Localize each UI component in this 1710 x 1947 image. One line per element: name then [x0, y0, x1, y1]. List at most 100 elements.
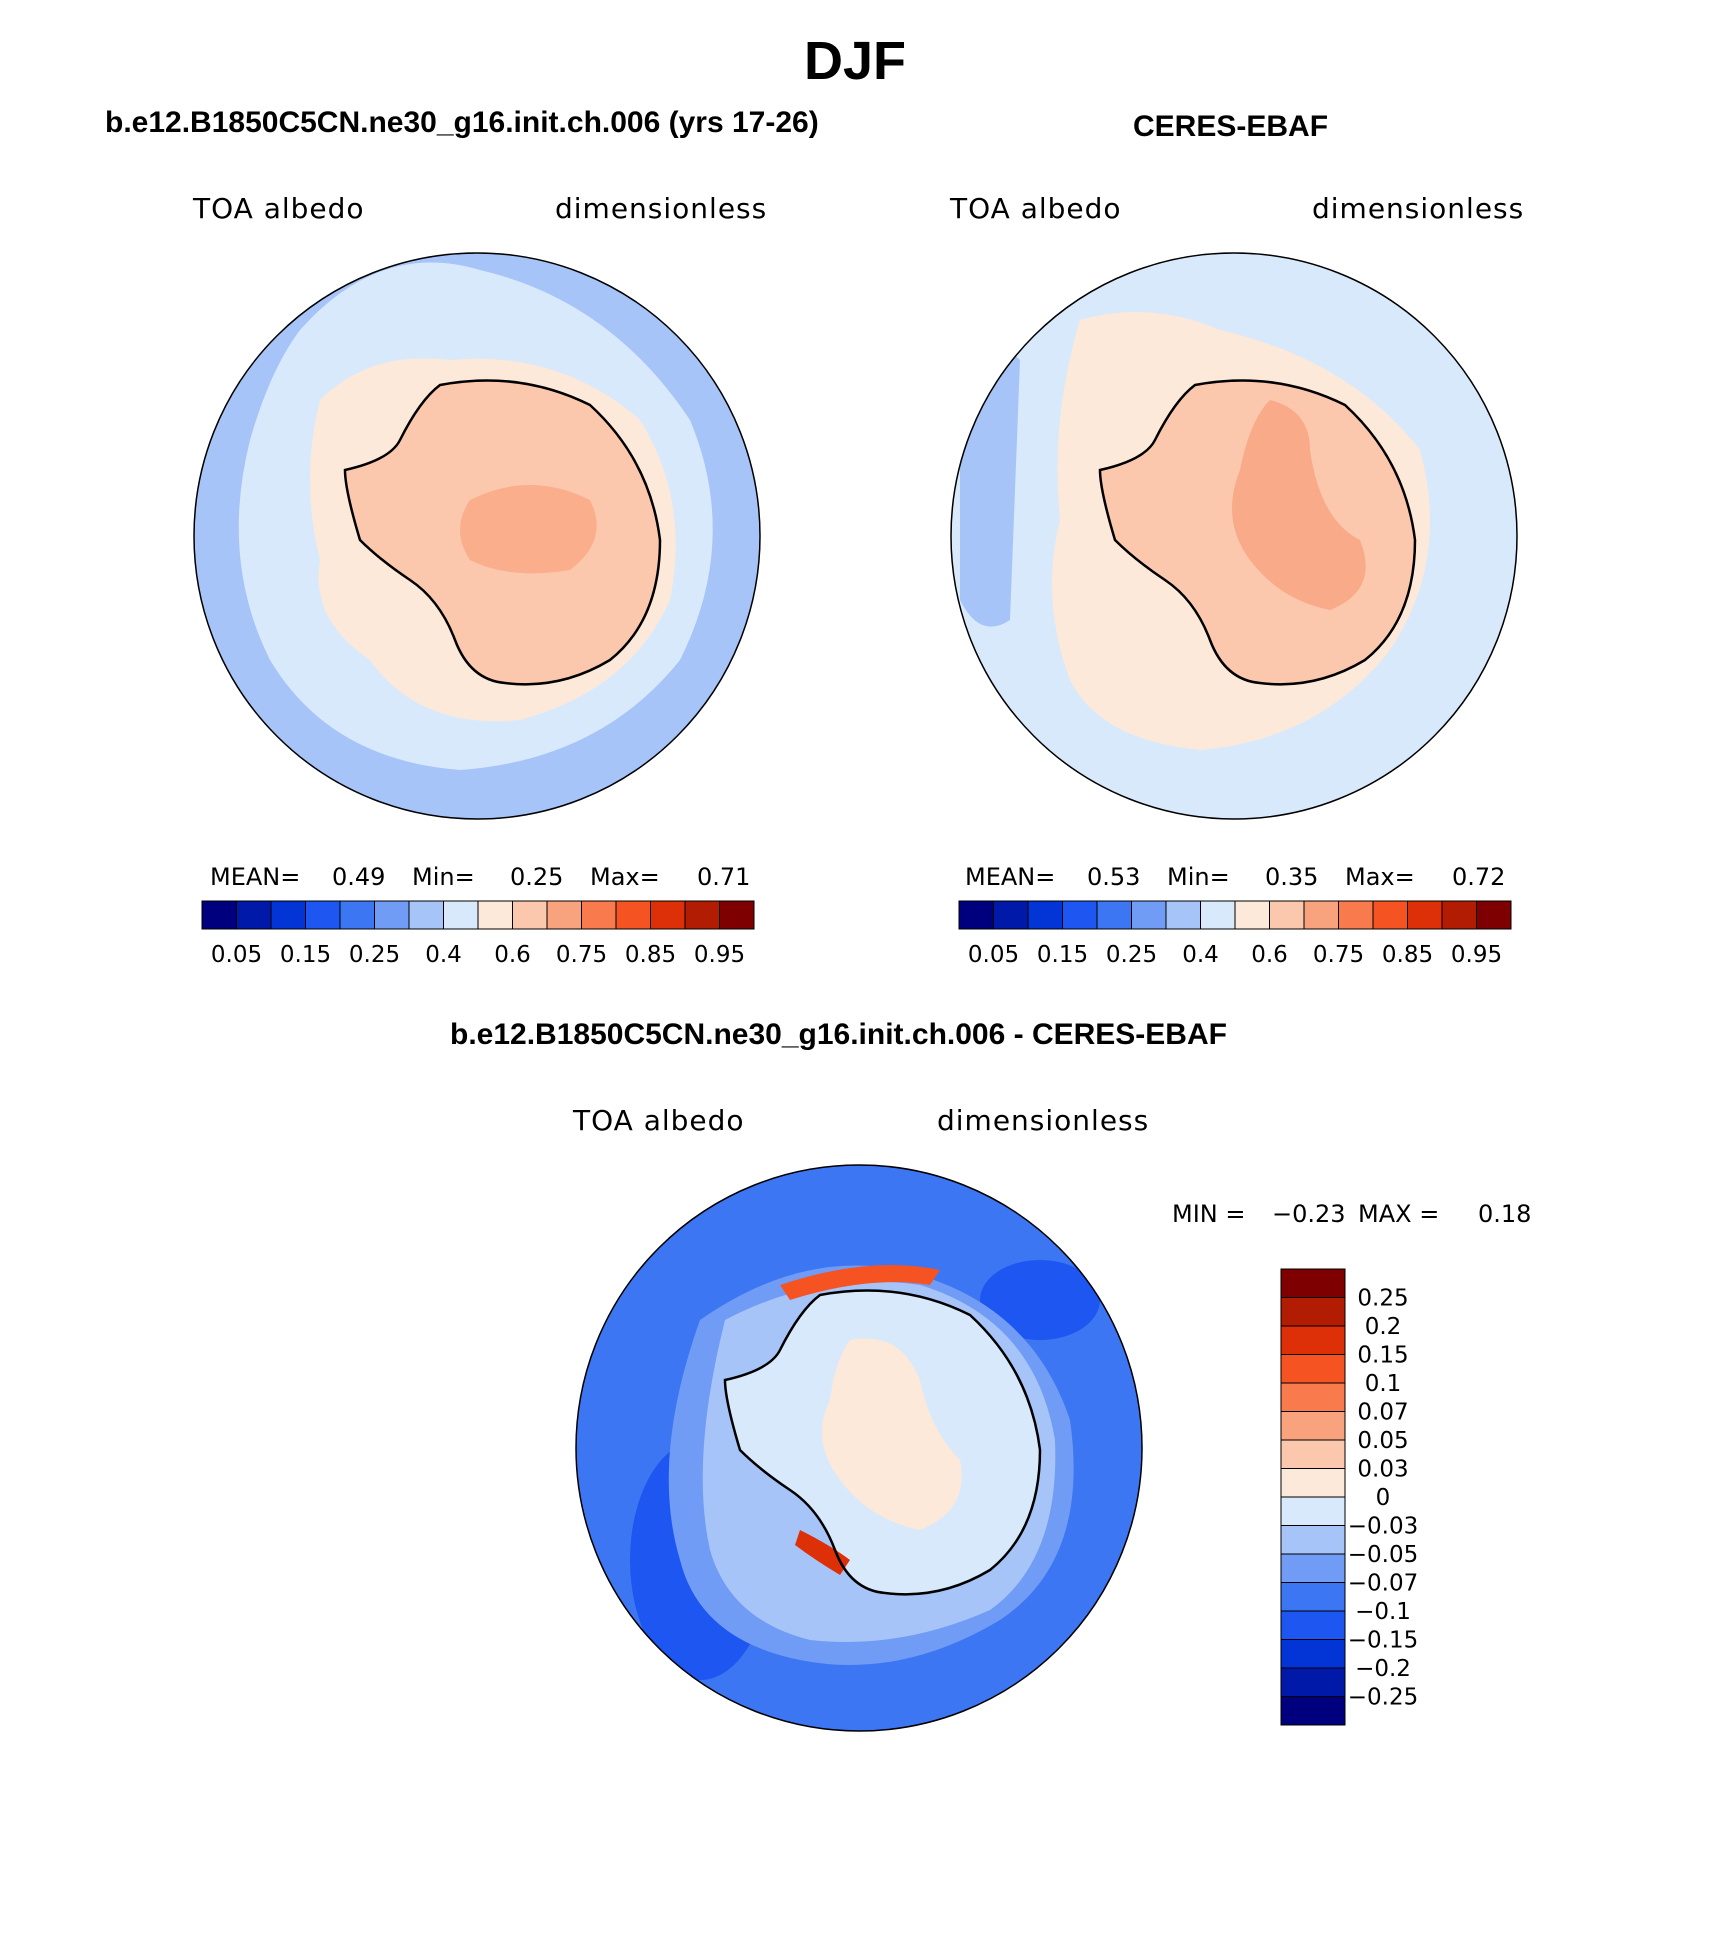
panel-3-colorbar-tick-label: 0.03 [1357, 1457, 1408, 1483]
panel-1-map-border [193, 252, 761, 820]
panel-3-map-border [575, 1164, 1143, 1732]
panel-1-colorbar-tick-label: 0.4 [425, 942, 462, 968]
panel-3-colorbar-box-11 [1280, 1582, 1346, 1612]
panel-2-colorbar-box-11 [1338, 900, 1374, 930]
panel-2-colorbar-box-4 [1096, 900, 1132, 930]
panel-1-coastline [343, 379, 662, 686]
panel-2-coastline [1098, 379, 1417, 686]
panel-2-colorbar-box-6 [1165, 900, 1201, 930]
panel-2-colorbar-box-13 [1407, 900, 1443, 930]
panel-1-colorbar-box-13 [650, 900, 686, 930]
panel-3-max-value: 0.18 [1478, 1200, 1532, 1228]
panel-3-colorbar-tick-label: 0.25 [1357, 1286, 1408, 1312]
panel-2-colorbar-box-10 [1303, 900, 1339, 930]
panel-1-mean-label: MEAN= [210, 863, 301, 891]
panel-1-colorbar-tick-label: 0.85 [625, 942, 676, 968]
panel-3-colorbar-tick-label: −0.03 [1348, 1514, 1418, 1540]
panel-3-positive-coastal-anomaly [780, 1265, 940, 1300]
panel-3-colorbar-box-3 [1280, 1354, 1346, 1384]
panel-3-colorbar-box-8 [1280, 1496, 1346, 1526]
panel-3-title: b.e12.B1850C5CN.ne30_g16.init.ch.006 - C… [450, 1018, 1227, 1051]
panel-2-colorbar-tick-label: 0.95 [1451, 942, 1502, 968]
panel-3-units-label: dimensionless [937, 1104, 1150, 1137]
panel-1-max-value: 0.71 [697, 863, 751, 891]
panel-2-colorbar-tick-label: 0.6 [1251, 942, 1288, 968]
panel-1-mean-value: 0.49 [332, 863, 386, 891]
panel-1-colorbar-box-0 [201, 900, 237, 930]
panel-2-colorbar-box-3 [1062, 900, 1098, 930]
panel-3-colorbar-box-4 [1280, 1382, 1346, 1412]
panel-2-colorbar-box-15 [1476, 900, 1512, 930]
panel-2-colorbar-box-14 [1441, 900, 1477, 930]
panel-3-colorbar-box-12 [1280, 1610, 1346, 1640]
panel-2-max-label: Max= [1345, 863, 1415, 891]
panel-3-max-label: MAX = [1358, 1200, 1440, 1228]
panel-2-colorbar-tick-label: 0.15 [1037, 942, 1088, 968]
panel-3-colorbar-box-5 [1280, 1411, 1346, 1441]
panel-1-units-label: dimensionless [555, 192, 768, 225]
panel-3-northeast-anomaly [980, 1260, 1100, 1340]
panel-1-colorbar-box-3 [305, 900, 341, 930]
panel-3-min-label: MIN = [1172, 1200, 1246, 1228]
panel-3-colorbar-box-14 [1280, 1667, 1346, 1697]
panel-1-min-label: Min= [412, 863, 475, 891]
panel-2-colorbar-tick-label: 0.75 [1313, 942, 1364, 968]
panel-2-min-value: 0.35 [1265, 863, 1319, 891]
panel-3-colorbar-tick-label: 0.15 [1357, 1343, 1408, 1369]
panel-3-colorbar-tick-label: −0.15 [1348, 1628, 1418, 1654]
panel-3-colorbar-tick-label: −0.1 [1355, 1599, 1411, 1625]
panel-1-colorbar-box-9 [512, 900, 548, 930]
panel-2-colorbar-tick-label: 0.85 [1382, 942, 1433, 968]
figure-title: DJF [803, 31, 906, 91]
panel-3-colorbar-tick-label: −0.05 [1348, 1542, 1418, 1568]
panel-3-colorbar-box-13 [1280, 1639, 1346, 1669]
panel-3-min-value: −0.23 [1272, 1200, 1346, 1228]
panel-3-colorbar-tick-label: 0.2 [1365, 1314, 1402, 1340]
panel-3-colorbar-box-2 [1280, 1325, 1346, 1355]
panel-2-colorbar-box-8 [1234, 900, 1270, 930]
panel-1-variable-label: TOA albedo [193, 192, 365, 225]
panel-2-min-label: Min= [1167, 863, 1230, 891]
panel-2-mean-value: 0.53 [1087, 863, 1141, 891]
panel-2-title: CERES-EBAF [1133, 110, 1329, 143]
panel-2-colorbar-tick-label: 0.25 [1106, 942, 1157, 968]
panel-3-coastline [723, 1289, 1042, 1596]
panel-3-colorbar-tick-label: −0.25 [1348, 1685, 1418, 1711]
panel-1-title: b.e12.B1850C5CN.ne30_g16.init.ch.006 (yr… [105, 106, 819, 139]
panel-2-colorbar-tick-label: 0.05 [968, 942, 1019, 968]
panel-1-colorbar-tick-label: 0.6 [494, 942, 531, 968]
panel-3-ross-anomaly [795, 1530, 850, 1575]
panel-1-max-label: Max= [590, 863, 660, 891]
panel-1-min-value: 0.25 [510, 863, 564, 891]
panel-2-max-value: 0.72 [1452, 863, 1506, 891]
panel-1-colorbar-box-11 [581, 900, 617, 930]
panel-2-map-border [950, 252, 1518, 820]
panel-3-colorbar-box-0 [1280, 1268, 1346, 1298]
panel-3-colorbar-tick-label: −0.2 [1355, 1656, 1411, 1682]
panel-3-colorbar-tick-label: 0.07 [1357, 1400, 1408, 1426]
panel-1-colorbar-tick-label: 0.75 [556, 942, 607, 968]
panel-3-colorbar-box-6 [1280, 1439, 1346, 1469]
panel-2-colorbar: 0.05 0.15 0.25 0.4 0.6 0.75 0.85 0.95 [958, 900, 1512, 968]
panel-1-colorbar-tick-label: 0.25 [349, 942, 400, 968]
panel-2-colorbar-box-2 [1027, 900, 1063, 930]
panel-2-colorbar-box-1 [993, 900, 1029, 930]
panel-3-colorbar-tick-label: 0 [1376, 1485, 1391, 1511]
panel-3-colorbar-box-10 [1280, 1553, 1346, 1583]
panel-1-colorbar-tick-label: 0.95 [694, 942, 745, 968]
panel-1-colorbar-box-2 [270, 900, 306, 930]
panel-3-colorbar-box-9 [1280, 1525, 1346, 1555]
panel-2-variable-label: TOA albedo [950, 192, 1122, 225]
panel-1-colorbar-box-8 [477, 900, 513, 930]
panel-1-colorbar-box-12 [615, 900, 651, 930]
panel-1-colorbar-box-10 [546, 900, 582, 930]
panel-3-colorbar-tick-label: 0.05 [1357, 1428, 1408, 1454]
panel-3-variable-label: TOA albedo [573, 1104, 745, 1137]
panel-3-colorbar-box-7 [1280, 1468, 1346, 1498]
panel-1-colorbar-box-1 [236, 900, 272, 930]
panel-1-colorbar-box-6 [408, 900, 444, 930]
panel-1-colorbar-tick-label: 0.05 [211, 942, 262, 968]
